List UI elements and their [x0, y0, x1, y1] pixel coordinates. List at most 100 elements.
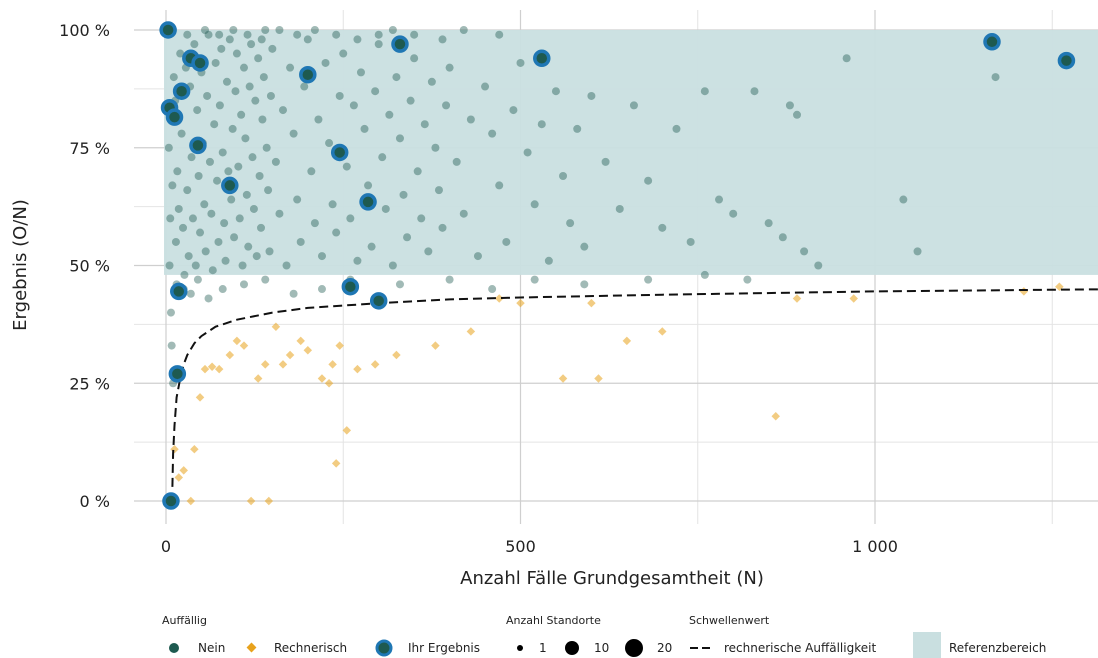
point-nein [168, 181, 176, 189]
point-nein [424, 247, 432, 255]
point-nein [417, 214, 425, 222]
point-nein [474, 252, 482, 260]
point-nein [914, 247, 922, 255]
point-nein [580, 243, 588, 251]
point-nein [286, 64, 294, 72]
point-nein [257, 224, 265, 232]
point-nein [239, 262, 247, 270]
point-ihr-ergebnis [301, 68, 315, 82]
point-rechnerisch [793, 294, 801, 302]
point-rechnerisch [187, 497, 195, 505]
point-nein [545, 257, 553, 265]
point-nein [467, 115, 475, 123]
point-ihr-ergebnis [193, 56, 207, 70]
point-ihr-ergebnis [172, 284, 186, 298]
point-nein [214, 238, 222, 246]
point-nein [261, 26, 269, 34]
point-nein [200, 200, 208, 208]
point-nein [206, 158, 214, 166]
legend-size-1-label: 1 [539, 641, 547, 655]
point-nein [322, 59, 330, 67]
point-nein [765, 219, 773, 227]
point-nein [224, 167, 232, 175]
point-rechnerisch [467, 327, 475, 335]
point-nein [175, 205, 183, 213]
point-nein [217, 45, 225, 53]
point-nein [212, 59, 220, 67]
point-nein [350, 101, 358, 109]
point-rechnerisch [196, 393, 204, 401]
point-rechnerisch [226, 351, 234, 359]
point-nein [243, 191, 251, 199]
point-nein [293, 31, 301, 39]
legend-ihr-ergebnis-marker [377, 641, 391, 655]
point-rechnerisch [279, 360, 287, 368]
point-nein [421, 120, 429, 128]
point-nein [428, 78, 436, 86]
point-nein [229, 26, 237, 34]
point-nein [715, 196, 723, 204]
point-nein [248, 153, 256, 161]
point-nein [779, 233, 787, 241]
y-axis-title: Ergebnis (O/N) [10, 199, 31, 331]
point-rechnerisch [516, 299, 524, 307]
point-nein [311, 219, 319, 227]
point-nein [630, 101, 638, 109]
point-rechnerisch [179, 466, 187, 474]
point-nein [343, 163, 351, 171]
reference-range-band [164, 30, 1098, 275]
point-nein [364, 181, 372, 189]
point-rechnerisch [233, 337, 241, 345]
point-ihr-ergebnis [333, 145, 347, 159]
point-nein [202, 247, 210, 255]
point-nein [502, 238, 510, 246]
point-rechnerisch [201, 365, 209, 373]
point-nein [178, 130, 186, 138]
point-nein [194, 276, 202, 284]
point-rechnerisch [343, 426, 351, 434]
point-ihr-ergebnis [985, 35, 999, 49]
point-rechnerisch [208, 363, 216, 371]
point-nein [446, 276, 454, 284]
point-nein [509, 106, 517, 114]
point-nein [215, 31, 223, 39]
point-nein [307, 167, 315, 175]
legend-size-1-marker [517, 645, 523, 651]
point-nein [233, 50, 241, 58]
legend-title-standorte: Anzahl Standorte [506, 614, 601, 627]
legend-ihr-ergebnis-label: Ihr Ergebnis [408, 641, 480, 655]
point-rechnerisch [261, 360, 269, 368]
point-nein [531, 276, 539, 284]
point-rechnerisch [318, 374, 326, 382]
point-nein [205, 294, 213, 302]
legend-reference-swatch [913, 632, 941, 658]
point-nein [414, 167, 422, 175]
point-ihr-ergebnis [361, 195, 375, 209]
point-rechnerisch [587, 299, 595, 307]
point-nein [368, 243, 376, 251]
point-nein [431, 144, 439, 152]
point-nein [318, 252, 326, 260]
point-rechnerisch [254, 374, 262, 382]
legend-rechnerisch-label: Rechnerisch [274, 641, 347, 655]
point-nein [336, 92, 344, 100]
point-nein [201, 26, 209, 34]
point-nein [378, 153, 386, 161]
point-nein [442, 101, 450, 109]
point-nein [166, 214, 174, 222]
point-nein [189, 214, 197, 222]
point-nein [743, 276, 751, 284]
point-nein [268, 45, 276, 53]
point-nein [267, 92, 275, 100]
point-nein [517, 59, 525, 67]
point-rechnerisch [623, 337, 631, 345]
point-nein [192, 262, 200, 270]
point-rechnerisch [325, 379, 333, 387]
point-nein [219, 148, 227, 156]
point-rechnerisch [175, 473, 183, 481]
point-nein [246, 83, 254, 91]
point-nein [261, 276, 269, 284]
point-rechnerisch [240, 341, 248, 349]
reference-range [164, 30, 1098, 275]
point-nein [439, 224, 447, 232]
